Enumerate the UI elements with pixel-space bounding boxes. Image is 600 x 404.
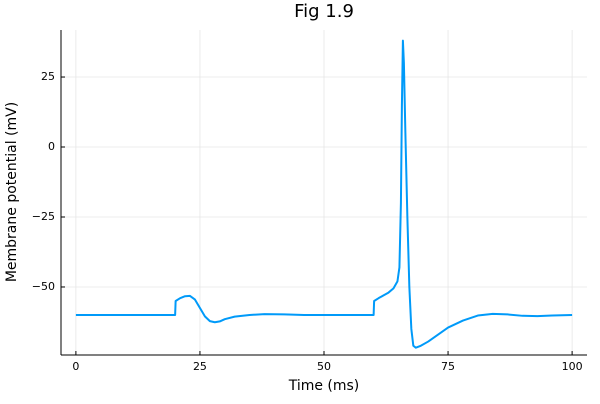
chart-title: Fig 1.9 <box>294 1 354 22</box>
x-axis-label: Time (ms) <box>288 378 360 394</box>
y-tick-label: 0 <box>48 140 55 153</box>
line-series <box>75 39 573 349</box>
x-tick-label: 100 <box>562 360 583 373</box>
x-tick-label: 75 <box>441 360 455 373</box>
x-tick-label: 25 <box>193 360 207 373</box>
y-axis-label: Membrane potential (mV) <box>4 102 20 282</box>
y-tick-label: 25 <box>41 70 55 83</box>
x-tick-label: 50 <box>317 360 331 373</box>
y-tick-label: −25 <box>32 210 55 223</box>
y-tick-label: −50 <box>32 280 55 293</box>
x-tick-label: 0 <box>72 360 79 373</box>
